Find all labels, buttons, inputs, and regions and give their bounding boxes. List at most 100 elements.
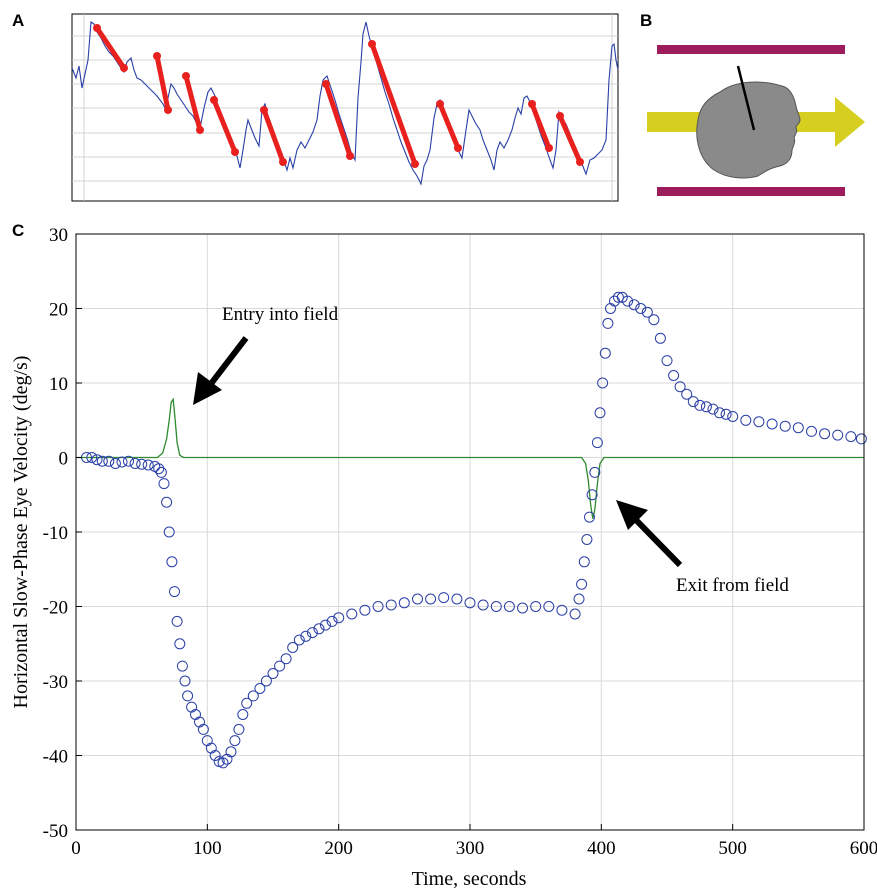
data-point bbox=[543, 601, 555, 612]
data-point bbox=[612, 291, 624, 303]
data-point bbox=[225, 746, 237, 758]
data-point bbox=[622, 295, 634, 307]
data-point bbox=[333, 612, 345, 624]
data-point bbox=[687, 396, 699, 408]
data-point bbox=[576, 578, 588, 590]
data-point bbox=[599, 347, 611, 359]
data-point bbox=[346, 608, 358, 620]
data-point bbox=[287, 642, 299, 653]
y-tick-label: 30 bbox=[49, 225, 68, 246]
data-point bbox=[166, 556, 178, 568]
data-point bbox=[635, 303, 647, 314]
y-tick-label: 0 bbox=[59, 449, 69, 470]
data-point bbox=[641, 306, 653, 318]
data-point bbox=[280, 653, 292, 665]
magnetic-field-bar-top bbox=[657, 45, 845, 54]
x-tick-label: 500 bbox=[718, 838, 747, 859]
data-point bbox=[654, 332, 666, 344]
data-point bbox=[179, 675, 191, 687]
data-point bbox=[109, 458, 121, 469]
data-point bbox=[573, 593, 585, 605]
panel-a-slow-phase-endpoints bbox=[93, 24, 584, 168]
data-point bbox=[233, 723, 245, 735]
data-point bbox=[385, 599, 397, 611]
data-point bbox=[451, 593, 463, 605]
y-tick-label: -20 bbox=[43, 598, 68, 619]
data-point bbox=[707, 403, 719, 415]
data-point bbox=[425, 593, 437, 605]
data-point bbox=[602, 317, 614, 329]
annotation-exit-arrow bbox=[616, 500, 683, 568]
data-point bbox=[464, 597, 476, 609]
data-point bbox=[806, 425, 817, 437]
data-point bbox=[217, 757, 229, 769]
data-point bbox=[247, 690, 259, 702]
data-point bbox=[766, 418, 778, 430]
panel-a-frame bbox=[71, 13, 619, 202]
x-tick-label: 400 bbox=[587, 838, 616, 859]
data-point bbox=[855, 433, 867, 445]
x-tick-labels: 0 100 200 300 400 500 600 bbox=[71, 824, 877, 859]
data-point bbox=[578, 556, 590, 568]
panel-a-eye-trace bbox=[71, 21, 619, 186]
x-axis-label: Time, seconds bbox=[412, 868, 527, 890]
data-point bbox=[103, 455, 115, 467]
data-point bbox=[293, 634, 305, 646]
data-point bbox=[832, 429, 844, 441]
data-point bbox=[254, 683, 266, 694]
data-point bbox=[313, 623, 325, 635]
data-point bbox=[171, 615, 183, 627]
data-point bbox=[517, 602, 528, 614]
annotation-entry: Entry into field bbox=[222, 304, 339, 325]
data-point bbox=[594, 407, 606, 419]
data-point bbox=[753, 416, 765, 428]
data-point bbox=[584, 511, 595, 523]
data-point bbox=[182, 690, 194, 702]
data-point bbox=[661, 355, 673, 367]
magnetic-field-bar-bottom bbox=[657, 187, 845, 196]
data-point bbox=[589, 466, 601, 478]
data-point bbox=[142, 459, 154, 471]
data-point bbox=[163, 526, 175, 538]
data-point bbox=[116, 456, 128, 468]
data-point bbox=[86, 452, 98, 463]
data-point bbox=[161, 496, 173, 508]
data-point bbox=[581, 534, 593, 545]
data-point bbox=[569, 608, 581, 620]
data-point bbox=[326, 615, 338, 627]
data-point bbox=[129, 458, 141, 469]
panel-a bbox=[71, 13, 619, 202]
x-tick-label: 300 bbox=[456, 838, 485, 859]
data-point bbox=[681, 388, 693, 400]
data-point bbox=[694, 399, 706, 411]
eye-coil-line bbox=[736, 65, 756, 131]
data-point bbox=[700, 401, 712, 413]
data-point bbox=[267, 668, 279, 679]
annotation-entry-arrow bbox=[193, 336, 249, 405]
x-tick-label: 200 bbox=[324, 838, 353, 859]
panel-a-slow-phase-segments bbox=[94, 25, 583, 167]
data-point bbox=[779, 420, 791, 432]
data-point bbox=[359, 604, 371, 616]
data-point bbox=[490, 601, 502, 612]
data-point bbox=[438, 592, 450, 604]
data-point bbox=[229, 735, 241, 747]
data-point bbox=[530, 601, 542, 612]
data-point bbox=[176, 660, 188, 672]
y-tick-label: -30 bbox=[43, 672, 68, 693]
data-point bbox=[174, 638, 186, 650]
data-point bbox=[628, 299, 640, 311]
data-point bbox=[91, 454, 103, 466]
data-point bbox=[819, 428, 831, 440]
data-point bbox=[648, 314, 660, 326]
data-point bbox=[503, 601, 515, 612]
data-point bbox=[136, 458, 148, 470]
data-point bbox=[158, 478, 170, 490]
y-tick-labels: 30 20 10 0 -10 -20 -30 -40 -50 bbox=[43, 225, 82, 842]
data-point bbox=[197, 723, 209, 735]
data-point bbox=[591, 437, 603, 449]
y-tick-label: -40 bbox=[43, 747, 68, 768]
data-point bbox=[169, 586, 180, 598]
y-tick-label: -10 bbox=[43, 523, 68, 544]
